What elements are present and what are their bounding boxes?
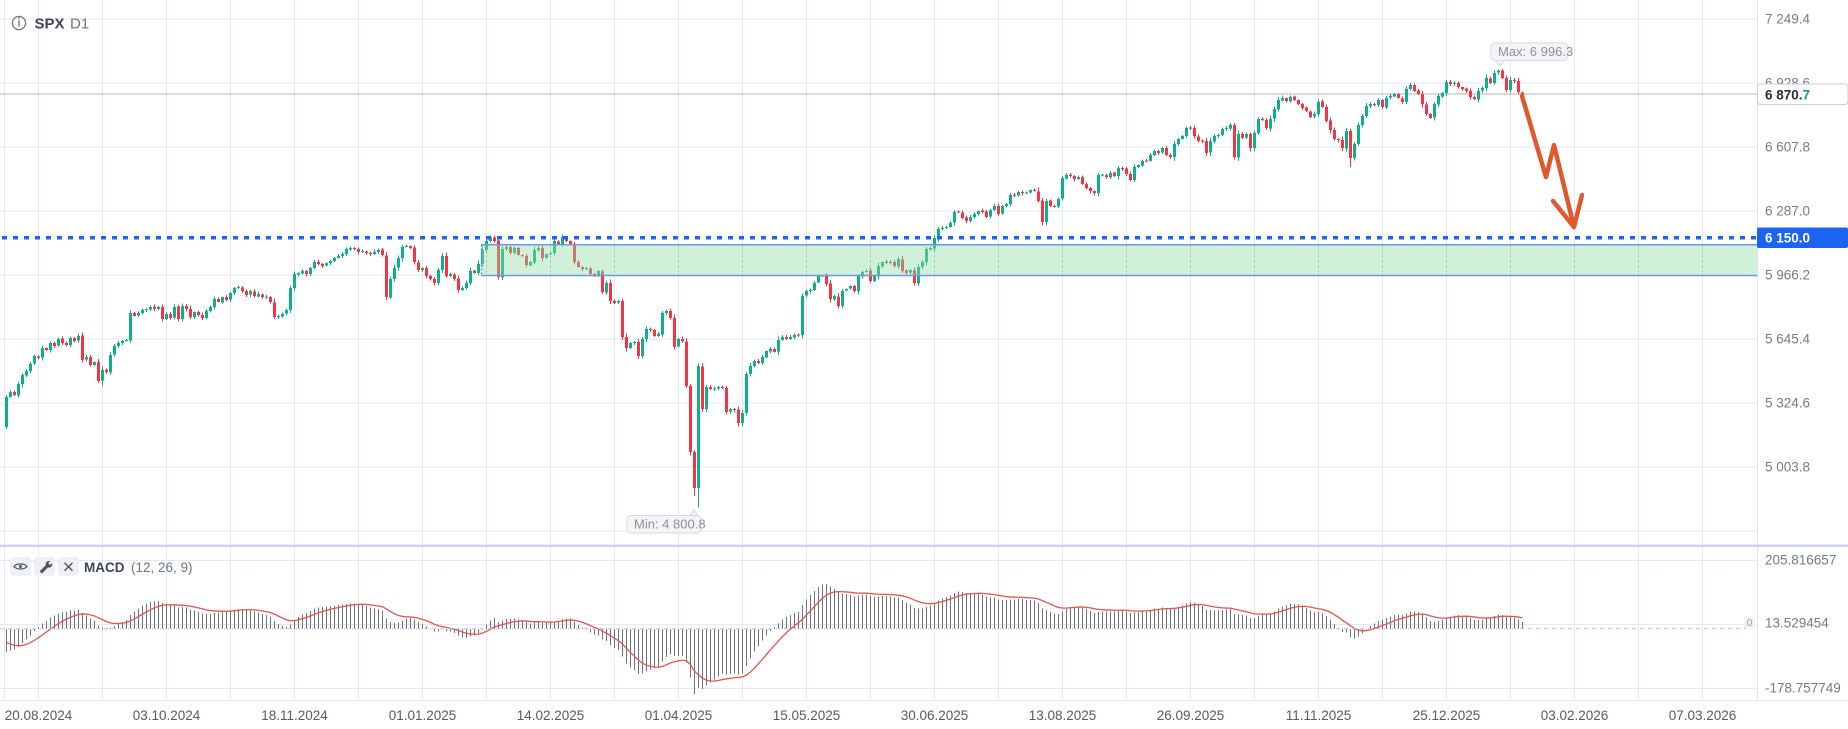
svg-text:01.01.2025: 01.01.2025 — [389, 708, 457, 723]
svg-text:6 870.7: 6 870.7 — [1765, 88, 1810, 103]
svg-text:7 249.4: 7 249.4 — [1765, 12, 1811, 27]
svg-text:13.08.2025: 13.08.2025 — [1029, 708, 1097, 723]
svg-text:15.05.2025: 15.05.2025 — [773, 708, 841, 723]
svg-text:6 287.0: 6 287.0 — [1765, 204, 1810, 219]
svg-text:5 003.8: 5 003.8 — [1765, 460, 1810, 475]
svg-text:01.04.2025: 01.04.2025 — [645, 708, 713, 723]
svg-text:5 645.4: 5 645.4 — [1765, 332, 1811, 347]
svg-text:14.02.2025: 14.02.2025 — [517, 708, 585, 723]
svg-text:5 966.2: 5 966.2 — [1765, 268, 1810, 283]
svg-text:-178.757749: -178.757749 — [1765, 681, 1841, 696]
svg-text:11.11.2025: 11.11.2025 — [1286, 708, 1352, 723]
svg-text:205.816657: 205.816657 — [1765, 553, 1836, 568]
svg-text:25.12.2025: 25.12.2025 — [1413, 708, 1481, 723]
svg-text:20.08.2024: 20.08.2024 — [5, 708, 73, 723]
svg-text:6 150.0: 6 150.0 — [1765, 231, 1810, 246]
svg-text:D1: D1 — [70, 16, 89, 33]
svg-text:6 607.8: 6 607.8 — [1765, 140, 1810, 155]
svg-text:Min: 4 800.8: Min: 4 800.8 — [634, 517, 706, 532]
svg-text:26.09.2025: 26.09.2025 — [1157, 708, 1225, 723]
svg-text:SPX: SPX — [35, 16, 65, 33]
svg-text:(12, 26, 9): (12, 26, 9) — [131, 560, 193, 575]
svg-text:MACD: MACD — [84, 560, 125, 575]
svg-text:07.03.2026: 07.03.2026 — [1669, 708, 1737, 723]
svg-text:5 324.6: 5 324.6 — [1765, 396, 1810, 411]
svg-text:0: 0 — [1747, 618, 1753, 629]
svg-text:18.11.2024: 18.11.2024 — [261, 708, 328, 723]
svg-text:13.529454: 13.529454 — [1765, 616, 1829, 631]
svg-text:30.06.2025: 30.06.2025 — [901, 708, 969, 723]
svg-text:03.02.2026: 03.02.2026 — [1541, 708, 1609, 723]
svg-text:Max: 6 996.3: Max: 6 996.3 — [1498, 44, 1573, 59]
svg-text:03.10.2024: 03.10.2024 — [133, 708, 201, 723]
